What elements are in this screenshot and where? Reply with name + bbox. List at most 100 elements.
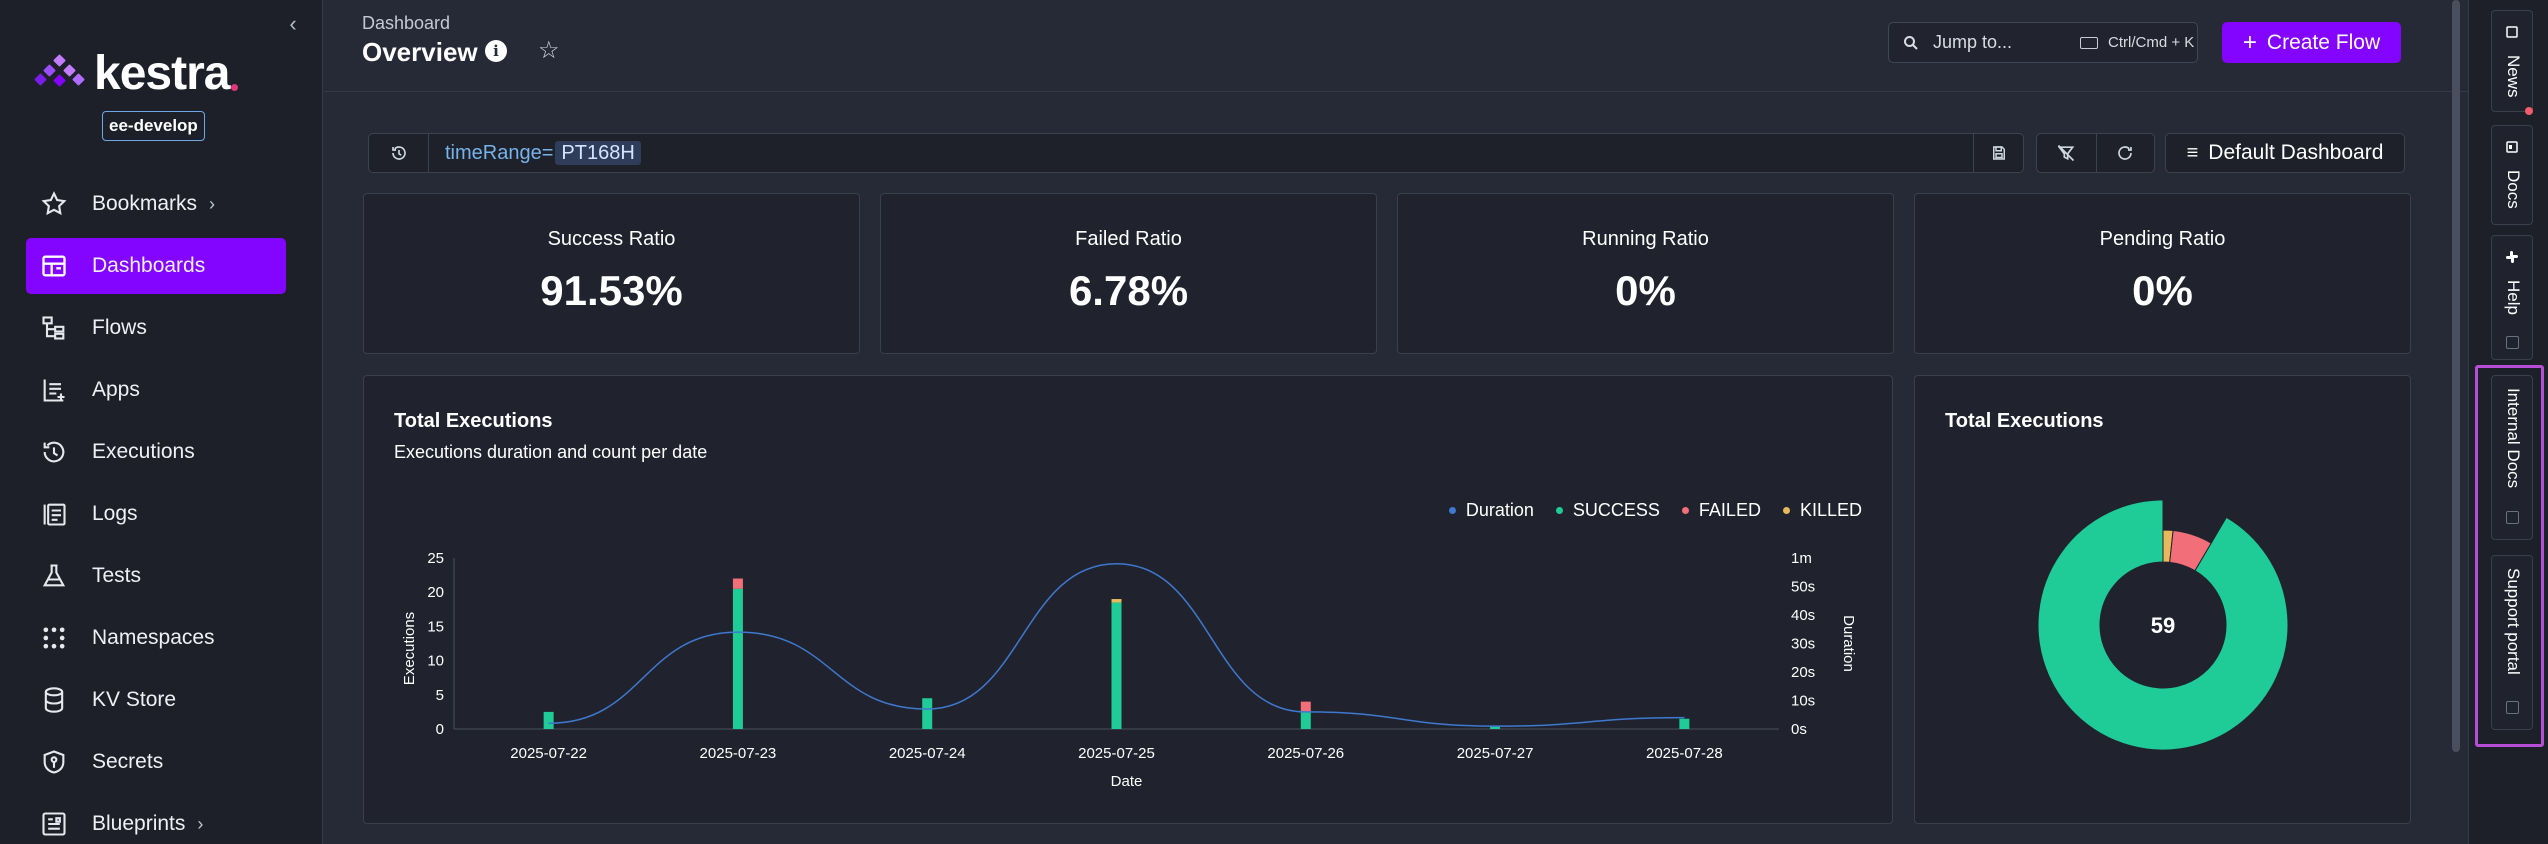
sidebar-item-secrets[interactable]: Secrets xyxy=(26,734,286,790)
collapse-sidebar-button[interactable]: ‹ xyxy=(289,11,297,36)
save-icon xyxy=(1992,146,2005,160)
logo[interactable]: kestra xyxy=(34,46,239,101)
panel-title: Total Executions xyxy=(1945,410,2104,432)
y-tick-label: 15 xyxy=(427,618,444,635)
legend-item-failed[interactable]: FAILED xyxy=(1681,500,1761,521)
sidebar-item-label: Namespaces xyxy=(92,626,215,649)
success-bar xyxy=(1300,711,1311,729)
kpi-value: 6.78% xyxy=(1068,267,1189,314)
donut-slice-success xyxy=(2037,499,2289,751)
chart-legend: Duration SUCCESS FAILED KILLED xyxy=(1427,500,1862,521)
filter-history-button[interactable] xyxy=(369,134,429,172)
info-icon[interactable]: i xyxy=(485,40,507,62)
sidebar-item-apps[interactable]: Apps xyxy=(26,362,286,418)
sidebar-item-bookmarks[interactable]: Bookmarks › xyxy=(26,176,286,232)
star-icon xyxy=(41,191,67,216)
success-bar xyxy=(1679,718,1690,729)
y2-tick-label: 50s xyxy=(1791,579,1815,596)
y2-tick-label: 20s xyxy=(1791,664,1815,681)
success-bar xyxy=(1490,725,1501,729)
kpi-value: 0% xyxy=(1615,267,1676,314)
rail-help-button[interactable]: Help xyxy=(2491,235,2533,360)
y-tick-label: 0 xyxy=(436,721,444,738)
sidebar-item-blueprints[interactable]: Blueprints › xyxy=(26,796,286,844)
executions-chart-panel: Total Executions Executions duration and… xyxy=(363,375,1893,824)
filter-bar[interactable]: timeRange= PT168H xyxy=(368,133,2024,173)
success-bar xyxy=(922,698,933,729)
legend-item-duration[interactable]: Duration xyxy=(1448,500,1534,521)
refresh-icon xyxy=(2118,146,2133,160)
refresh-button[interactable] xyxy=(2095,134,2155,172)
kpi-title: Running Ratio xyxy=(1582,228,1709,250)
legend-item-killed[interactable]: KILLED xyxy=(1782,500,1862,521)
highlight-box xyxy=(2475,365,2544,747)
sidebar-item-executions[interactable]: Executions xyxy=(26,424,286,480)
logo-dot xyxy=(231,84,239,91)
x-tick-label: 2025-07-24 xyxy=(889,745,966,762)
save-filter-button[interactable] xyxy=(1973,134,2023,172)
sidebar-item-label: Secrets xyxy=(92,750,164,773)
rail-support-portal-button[interactable]: Support portal xyxy=(2491,555,2533,730)
kpi-card-running: Running Ratio 0% xyxy=(1397,193,1894,354)
sidebar-item-flows[interactable]: Flows xyxy=(26,300,286,356)
clear-filters-button[interactable] xyxy=(2037,134,2096,172)
sidebar-item-tests[interactable]: Tests xyxy=(26,548,286,604)
x-tick-label: 2025-07-23 xyxy=(700,745,777,762)
legend-label: KILLED xyxy=(1799,500,1862,520)
rail-docs-button[interactable]: Docs xyxy=(2491,125,2533,225)
executions-bar-chart: 0 5 10 15 20 25 0s 10s 20s 30s 40s 50s 1m Executions D… xyxy=(401,550,1857,790)
vertical-scrollbar[interactable] xyxy=(2452,0,2460,752)
sidebar-item-dashboards[interactable]: Dashboards xyxy=(26,238,286,294)
breadcrumb[interactable]: Dashboard xyxy=(362,13,451,33)
sidebar-item-logs[interactable]: Logs xyxy=(26,486,286,542)
y-tick-label: 20 xyxy=(427,584,444,601)
docs-icon xyxy=(2506,141,2518,153)
create-flow-label: Create Flow xyxy=(2266,30,2381,54)
kpi-title: Success Ratio xyxy=(547,228,676,250)
y2-tick-label: 30s xyxy=(1791,636,1815,653)
success-bar xyxy=(1111,602,1122,729)
y-tick-label: 5 xyxy=(436,687,444,704)
kestra-logo-icon xyxy=(34,53,85,94)
legend-label: FAILED xyxy=(1698,500,1761,520)
y2-tick-label: 1m xyxy=(1791,550,1812,567)
default-dashboard-button[interactable]: ≡ Default Dashboard xyxy=(2165,133,2405,173)
panel-title: Total Executions xyxy=(394,410,553,432)
flows-icon xyxy=(42,316,65,340)
legend-item-success[interactable]: SUCCESS xyxy=(1555,500,1660,521)
kpi-card-success: Success Ratio 91.53% xyxy=(363,193,860,354)
sidebar-item-kv-store[interactable]: KV Store xyxy=(26,672,286,728)
y2-tick-label: 40s xyxy=(1791,607,1815,624)
kpi-value: 0% xyxy=(2132,267,2193,314)
right-rail: News Docs Help Internal Docs Support por… xyxy=(2468,0,2548,844)
database-icon xyxy=(44,687,64,713)
history-icon xyxy=(43,441,65,463)
filter-value[interactable]: PT168H xyxy=(555,141,641,165)
favorite-star-icon[interactable]: ☆ xyxy=(538,37,560,64)
y-axis-label: Executions xyxy=(401,612,418,685)
dashboard-icon xyxy=(42,255,66,277)
rail-news-button[interactable]: News xyxy=(2491,10,2533,112)
rail-internal-docs-button[interactable]: Internal Docs xyxy=(2491,375,2533,540)
y2-tick-label: 0s xyxy=(1791,721,1807,738)
legend-swatch xyxy=(1681,507,1689,514)
jump-to-search[interactable]: Jump to... Ctrl/Cmd + K xyxy=(1888,22,2198,63)
rail-label: Docs xyxy=(2504,170,2523,209)
legend-swatch xyxy=(1782,507,1790,514)
environment-badge: ee-develop xyxy=(102,111,205,141)
sidebar-item-label: Blueprints xyxy=(92,812,186,835)
notification-dot xyxy=(2525,107,2533,115)
keyboard-icon xyxy=(2080,36,2099,49)
success-bar xyxy=(543,711,554,729)
plus-icon: + xyxy=(2242,28,2257,56)
sidebar-nav: Bookmarks › Dashboards Flows Apps Execut… xyxy=(26,176,286,844)
apps-icon xyxy=(43,379,65,402)
history-icon xyxy=(391,146,406,160)
legend-swatch xyxy=(1555,507,1563,514)
x-tick-label: 2025-07-28 xyxy=(1646,745,1723,762)
kpi-title: Pending Ratio xyxy=(2099,228,2226,250)
create-flow-button[interactable]: + Create Flow xyxy=(2222,22,2401,63)
sidebar-item-namespaces[interactable]: Namespaces xyxy=(26,610,286,666)
filter-query[interactable]: timeRange= PT168H xyxy=(445,140,641,166)
sidebar: ‹ kestra ee-develop Bookmarks › Dashboar… xyxy=(0,0,323,844)
